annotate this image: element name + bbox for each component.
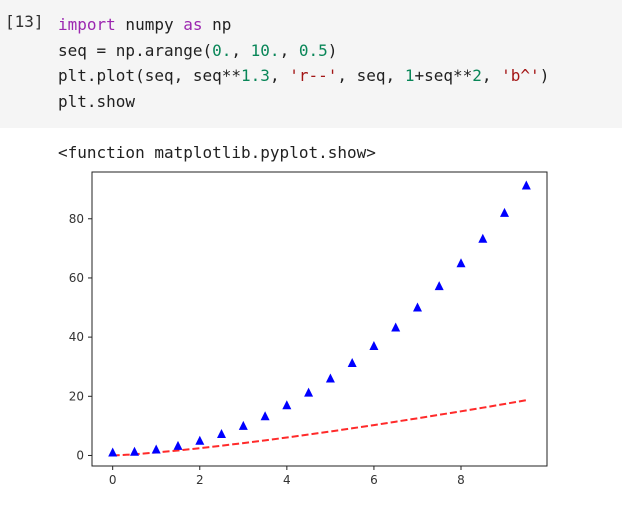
- y-tick-label: 20: [69, 389, 84, 403]
- code-token: ): [327, 40, 338, 60]
- code-editor[interactable]: import numpy as np seq = np.arange(0., 1…: [58, 12, 549, 115]
- triangle-marker-point: [478, 233, 488, 243]
- x-tick-label: 6: [370, 473, 378, 487]
- code-line: seq = np.arange(0., 10., 0.5): [58, 41, 337, 60]
- x-tick-label: 8: [457, 473, 465, 487]
- code-token: numpy: [115, 15, 184, 34]
- code-token: import: [58, 15, 116, 34]
- code-token: ,: [269, 66, 290, 86]
- triangle-marker-point: [173, 440, 183, 450]
- triangle-marker-point: [130, 446, 139, 456]
- triangle-marker-point: [369, 341, 379, 350]
- cell-output-text: <function matplotlib.pyplot.show>: [58, 143, 376, 162]
- triangle-marker-point: [304, 387, 314, 397]
- triangle-marker-point: [434, 281, 444, 291]
- code-token: plt.show: [58, 92, 136, 112]
- code-token: 2: [472, 66, 482, 86]
- triangle-marker-point: [260, 411, 270, 421]
- code-token: , seq,: [337, 66, 405, 86]
- code-token: 1: [404, 66, 415, 86]
- triangle-marker-point: [325, 373, 335, 383]
- triangle-marker-point: [391, 322, 401, 332]
- code-token: 0.5: [298, 40, 328, 60]
- code-token: 10.: [250, 40, 280, 60]
- code-token: np: [202, 15, 232, 34]
- y-tick-label: 40: [69, 330, 84, 344]
- code-token: 'b^': [501, 66, 540, 86]
- triangle-marker-point: [238, 420, 248, 430]
- triangle-marker-point: [521, 180, 531, 190]
- code-token: 1.3: [241, 66, 270, 86]
- code-token: 0.: [212, 40, 232, 60]
- code-token: plt.plot(seq, seq**: [58, 66, 242, 86]
- x-tick-label: 4: [283, 473, 291, 487]
- triangle-marker-point: [456, 258, 466, 268]
- code-line: plt.show: [58, 92, 135, 111]
- triangle-marker-point: [413, 302, 422, 312]
- triangle-marker-point: [282, 400, 292, 410]
- x-tick-label: 0: [109, 473, 117, 487]
- triangle-marker-point: [500, 207, 509, 217]
- code-cell[interactable]: [13] import numpy as np seq = np.arange(…: [0, 0, 622, 128]
- triangle-marker-point: [195, 435, 205, 445]
- execution-count: [13]: [5, 12, 44, 31]
- code-token: ,: [279, 40, 299, 60]
- triangle-marker-point: [108, 447, 118, 457]
- code-line: plt.plot(seq, seq**1.3, 'r--', seq, 1+se…: [58, 66, 549, 85]
- triangle-marker-point: [347, 358, 357, 367]
- code-line: import numpy as np: [58, 15, 231, 34]
- x-tick-label: 2: [196, 473, 204, 487]
- code-token: ): [539, 66, 550, 86]
- code-token: seq = np.arange(: [58, 40, 213, 60]
- y-tick-label: 60: [69, 271, 84, 285]
- code-token: as: [183, 15, 203, 34]
- plot-series: [108, 180, 531, 457]
- y-tick-label: 0: [76, 448, 84, 462]
- y-tick-label: 80: [69, 212, 84, 226]
- code-token: +seq**: [414, 66, 473, 86]
- y-axis: 0 20 40 60 80: [69, 212, 92, 462]
- code-token: ,: [231, 40, 251, 60]
- triangle-marker-point: [151, 444, 161, 454]
- code-token: ,: [481, 66, 502, 86]
- plot-axes-frame: [91, 171, 548, 467]
- code-token: 'r--': [289, 66, 338, 86]
- x-axis: 0 2 4 6 8: [109, 466, 465, 487]
- triangle-marker-point: [217, 429, 226, 438]
